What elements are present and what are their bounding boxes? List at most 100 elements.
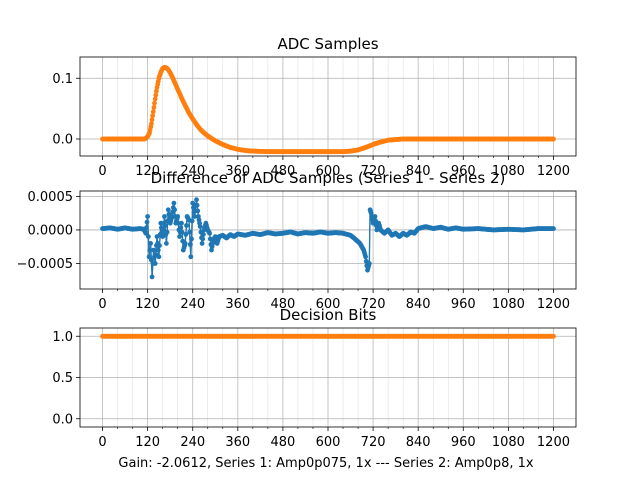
data-point bbox=[153, 92, 159, 98]
data-point bbox=[152, 100, 157, 106]
tick-label-x: 1080 bbox=[492, 297, 525, 312]
chart-panel-3: 0 120 240 360 480 600 720 840 960 1080 1200 0.0 0.5 1… bbox=[52, 306, 577, 450]
tick-label-x: 0 bbox=[98, 164, 106, 179]
data-point bbox=[192, 214, 198, 219]
data-point bbox=[154, 88, 159, 94]
tick-label-x: 840 bbox=[406, 164, 431, 179]
data-point bbox=[164, 241, 169, 246]
data-point bbox=[175, 214, 181, 219]
data-point bbox=[172, 207, 178, 213]
tick-label-x: 720 bbox=[361, 297, 386, 312]
tick-label-x: 240 bbox=[180, 297, 205, 312]
data-point bbox=[194, 197, 199, 203]
tick-label-x: 600 bbox=[316, 435, 341, 450]
data-point bbox=[366, 261, 372, 266]
tick-label-x: 600 bbox=[316, 297, 341, 312]
tick-label-x: 840 bbox=[406, 297, 431, 312]
chart-panel-2: 0 120 240 360 480 600 720 840 960 1080 1200 −0.0005… bbox=[17, 169, 577, 312]
data-point bbox=[372, 214, 378, 219]
tick-label-x: 1200 bbox=[537, 164, 570, 179]
data-point bbox=[147, 247, 153, 253]
data-point bbox=[171, 200, 177, 206]
tick-label-x: 480 bbox=[270, 297, 295, 312]
tick-label-x: 240 bbox=[180, 164, 205, 179]
tick-label-x: 360 bbox=[225, 435, 250, 450]
tick-label-y: 0.1 bbox=[52, 72, 73, 87]
tick-label-x: 960 bbox=[451, 435, 476, 450]
tick-label-x: 720 bbox=[361, 164, 386, 179]
tick-label-x: 120 bbox=[135, 297, 160, 312]
data-point bbox=[160, 227, 166, 233]
data-point bbox=[187, 242, 193, 247]
data-point bbox=[187, 229, 193, 235]
tick-label-x: 1200 bbox=[537, 297, 570, 312]
data-point bbox=[188, 254, 194, 260]
data-point bbox=[149, 117, 155, 123]
tick-label-x: 960 bbox=[451, 164, 476, 179]
data-point bbox=[151, 247, 157, 253]
data-point bbox=[179, 229, 185, 235]
data-point bbox=[182, 241, 188, 246]
data-point bbox=[165, 207, 171, 213]
tick-label-y: 0.5 bbox=[52, 371, 73, 386]
data-point bbox=[189, 236, 194, 242]
tick-label-x: 840 bbox=[406, 435, 431, 450]
tick-label-x: 360 bbox=[225, 297, 250, 312]
tick-label-x: 120 bbox=[135, 164, 160, 179]
data-point bbox=[195, 208, 201, 214]
data-point bbox=[144, 219, 150, 225]
data-point bbox=[144, 225, 149, 231]
chart-title: ADC Samples bbox=[277, 35, 378, 53]
tick-label-x: 1080 bbox=[492, 435, 525, 450]
data-point bbox=[183, 232, 189, 237]
tick-label-x: 960 bbox=[451, 297, 476, 312]
data-point bbox=[207, 230, 213, 236]
data-point bbox=[162, 223, 168, 228]
tick-label-x: 480 bbox=[270, 164, 295, 179]
tick-label-y: 0.0 bbox=[52, 132, 73, 147]
data-point bbox=[152, 261, 158, 266]
data-point bbox=[200, 236, 206, 242]
data-point bbox=[143, 230, 149, 236]
data-point bbox=[145, 214, 151, 219]
data-point bbox=[164, 229, 170, 235]
data-point bbox=[150, 113, 156, 119]
tick-label-y: 1.0 bbox=[52, 330, 73, 345]
data-point bbox=[199, 241, 205, 246]
tick-label-x: 480 bbox=[270, 435, 295, 450]
data-point bbox=[197, 224, 203, 230]
tick-label-x: 240 bbox=[180, 435, 205, 450]
tick-label-y: 0.0000 bbox=[28, 223, 74, 238]
data-point bbox=[184, 223, 189, 228]
data-point bbox=[150, 109, 156, 115]
data-point bbox=[194, 202, 200, 208]
data-point bbox=[189, 218, 195, 224]
chart-title: Difference of ADC Samples (Series 1 - Se… bbox=[151, 169, 506, 187]
data-point bbox=[149, 121, 154, 127]
data-point bbox=[363, 254, 368, 260]
chart-panel-1: 0 120 240 360 480 600 720 840 960 1080 1200 0.0 0.1 A… bbox=[52, 35, 577, 179]
data-point bbox=[201, 232, 206, 237]
data-point bbox=[149, 274, 155, 280]
tick-label-y: 0.0005 bbox=[28, 190, 74, 205]
data-point bbox=[551, 226, 556, 232]
tick-label-x: 720 bbox=[361, 435, 386, 450]
tick-label-x: 600 bbox=[316, 164, 341, 179]
data-point bbox=[551, 333, 556, 339]
panels: 0 120 240 360 480 600 720 840 960 1080 12000.00.1A… bbox=[17, 35, 577, 450]
data-point bbox=[179, 220, 184, 226]
data-point bbox=[157, 243, 162, 249]
tick-label-y: −0.0005 bbox=[17, 257, 73, 272]
data-point bbox=[156, 254, 162, 260]
data-point bbox=[148, 241, 154, 246]
data-point bbox=[162, 214, 167, 219]
tick-label-x: 0 bbox=[98, 435, 106, 450]
figure-caption: Gain: -2.0612, Series 1: Amp0p075, 1x --… bbox=[118, 456, 533, 471]
tick-label-x: 120 bbox=[135, 435, 160, 450]
tick-label-y: 0.0 bbox=[52, 412, 73, 427]
data-point bbox=[177, 234, 183, 240]
tick-label-x: 1200 bbox=[537, 435, 570, 450]
data-point bbox=[146, 234, 151, 240]
